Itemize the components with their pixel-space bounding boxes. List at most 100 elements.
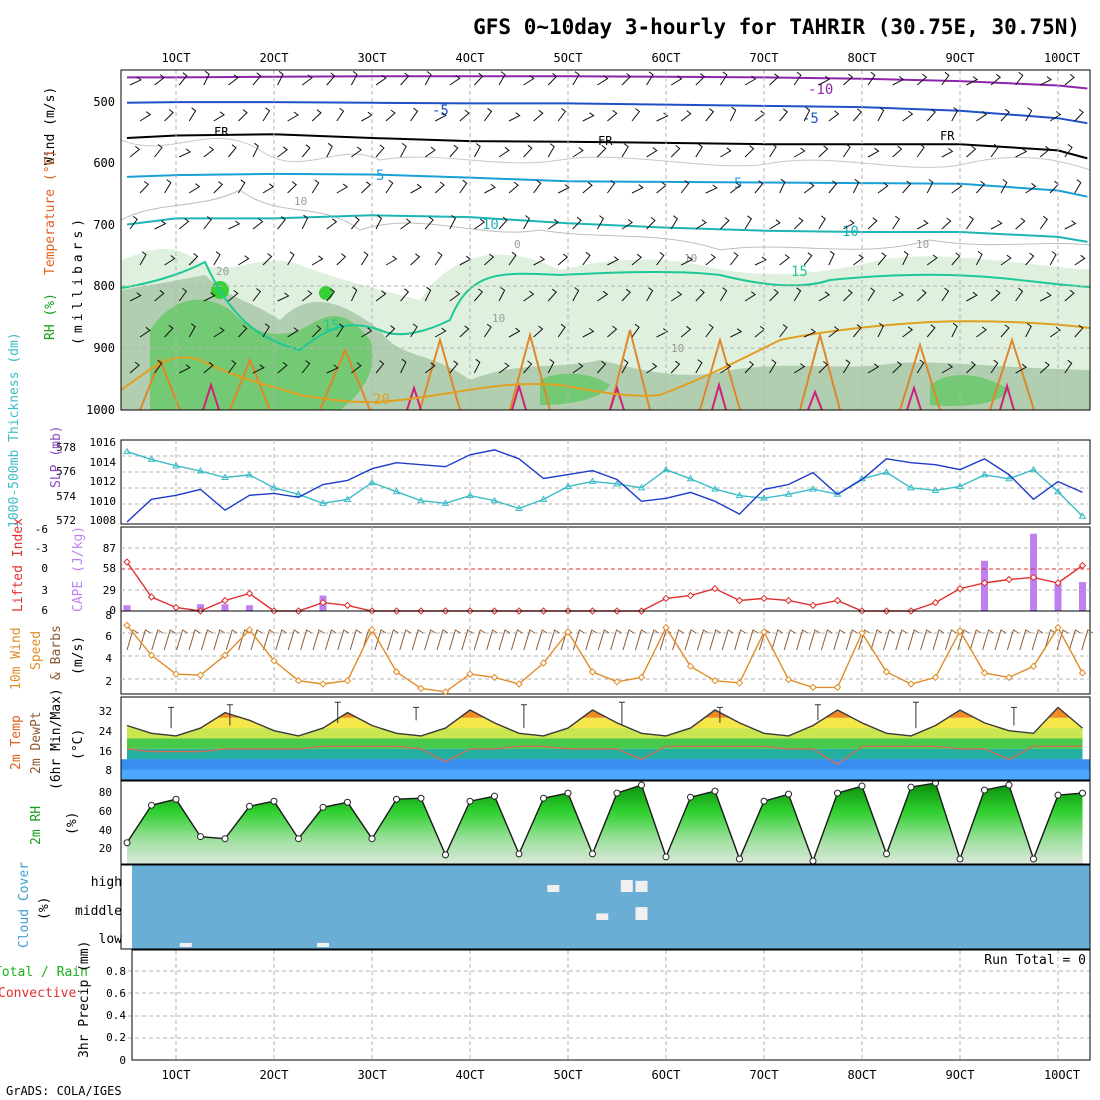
thickness-point (1005, 474, 1013, 482)
wind-barb (483, 107, 493, 122)
rh-frame (120, 780, 1091, 865)
rh-point (466, 797, 474, 805)
wind-barb (547, 143, 555, 158)
wind-barb (498, 216, 508, 230)
thickness-point (882, 468, 891, 475)
rh-point (981, 786, 988, 794)
temperature-contour (126, 172, 1088, 198)
wind-barb (311, 325, 322, 338)
wind-barb (326, 364, 339, 374)
wind-barb (858, 629, 870, 651)
wind-barb (621, 359, 629, 374)
wind-barb (793, 147, 806, 158)
slp-ticks: 1016 1014 1012 1010 1008 (90, 436, 117, 527)
wind-barb (351, 146, 362, 158)
contour-labels: -10 -5 -5 FR FR FR 5 5 10 10 15 15 20 10… (214, 82, 955, 408)
min-max-whisker (520, 704, 527, 729)
contour-label: 10 (294, 195, 307, 208)
cloud-panel: high middle low Cloud Cover (%) (17, 862, 1091, 950)
wind-barb (139, 111, 152, 122)
wind-barb (877, 322, 884, 338)
wind-ticks: 8 6 4 2 (105, 609, 112, 688)
wind-barb (213, 181, 224, 194)
pressure-tick-label: 800 (93, 279, 115, 293)
rh-line (126, 782, 1083, 864)
wind-speed-point (147, 651, 156, 659)
wind-barb (916, 219, 929, 230)
rh-point (687, 793, 694, 801)
wind-barb (164, 179, 172, 194)
wind-barb (976, 326, 987, 338)
thickness-point (907, 483, 915, 491)
wind-barb (867, 287, 876, 302)
wind-barb (754, 180, 764, 194)
contour-label: FR (940, 129, 955, 143)
wind-barb (582, 251, 591, 266)
wind-barb (621, 288, 631, 302)
wind-barb (877, 252, 887, 266)
wind-barb (646, 147, 658, 158)
wind-barb (424, 629, 436, 651)
wind-barb (275, 629, 288, 651)
thickness-point (466, 491, 474, 499)
thickness-tick-label: 576 (56, 465, 76, 478)
wind-barb (360, 251, 369, 266)
wind-barb (631, 184, 644, 194)
wind-barb (916, 73, 928, 86)
thickness-point (980, 470, 989, 478)
wind-barb (385, 179, 394, 194)
contour-label: FR (598, 134, 613, 148)
wind-barb (386, 629, 399, 651)
contour-label: -10 (808, 82, 833, 98)
wind-speed-point (809, 683, 817, 692)
wind-axis-label-line: (m/s) (71, 636, 86, 675)
wind-barb (410, 323, 418, 338)
wind-barb (572, 216, 582, 230)
top-tick-label: 1OCT (162, 51, 191, 65)
wind-barb (926, 108, 936, 122)
slp-axis-label: SLP (mb) (49, 425, 64, 488)
wind-barb (557, 108, 567, 122)
precip-tick-label: 0 (119, 1054, 126, 1067)
li-tick-label: 6 (41, 604, 48, 617)
lifted-index-point (956, 584, 964, 593)
wind-barb (213, 327, 225, 338)
wind-barb (892, 361, 902, 374)
thickness-point (686, 474, 695, 482)
wind-barb (769, 289, 779, 302)
wind-barb (892, 215, 900, 230)
wind-tick-label: 8 (105, 609, 112, 622)
top-tick-label: 3OCT (358, 51, 387, 65)
wind-barb (607, 325, 618, 338)
wind-barb (301, 360, 311, 374)
wind-barb (705, 184, 718, 194)
rh-point (148, 801, 155, 809)
wind-barb (424, 71, 432, 86)
wind-barb (400, 358, 407, 374)
wind-barb (721, 629, 734, 651)
wind-barb (932, 629, 945, 651)
thickness-point (490, 496, 499, 504)
rh-point (1030, 855, 1037, 863)
wind-barb (926, 254, 938, 266)
upper-wind-barbs (129, 70, 1086, 374)
thickness-point (245, 470, 254, 478)
wind-barb (336, 107, 345, 122)
wind-barb (449, 290, 461, 302)
rh-point (834, 789, 841, 797)
wind-barb (870, 629, 883, 651)
bottom-tick-label: 3OCT (358, 1068, 387, 1082)
cape-ticks: 87 58 29 0 (103, 542, 116, 617)
wind-barb (535, 629, 548, 651)
wind-barb (572, 362, 584, 374)
thickness-point (368, 478, 376, 486)
rh-point (613, 789, 621, 797)
wind-axis-label-line: & Barbs (49, 625, 64, 680)
wind-speed-point (858, 629, 866, 637)
thickness-point (343, 495, 352, 502)
wind-barb (803, 106, 811, 122)
pressure-frame (120, 439, 1091, 525)
wind-barb (631, 323, 640, 338)
wind-barb (744, 145, 755, 158)
wind-barb (164, 324, 174, 338)
